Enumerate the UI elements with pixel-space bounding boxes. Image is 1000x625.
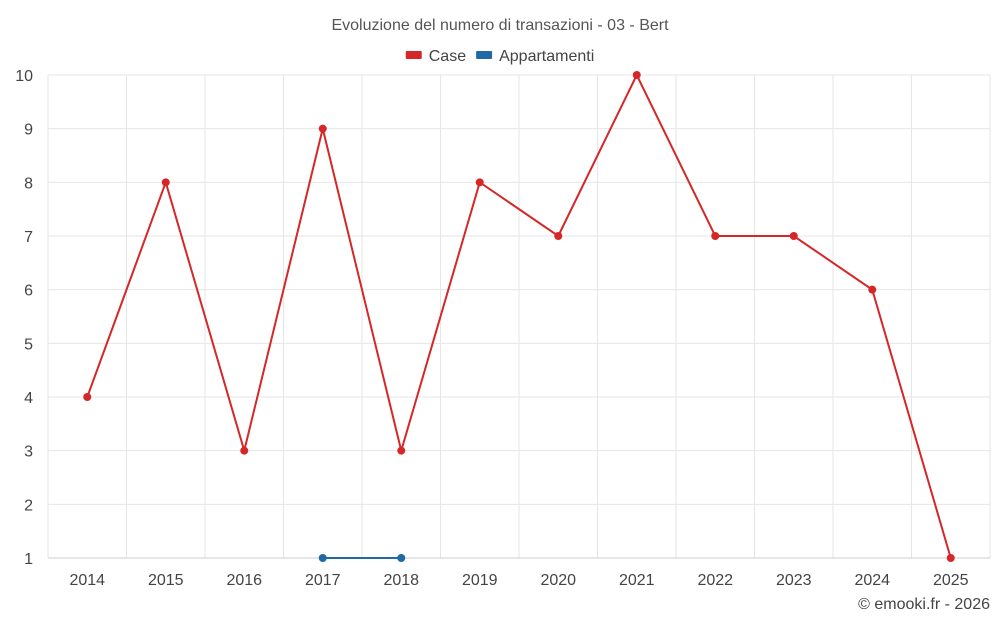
legend-label: Appartamenti	[499, 48, 594, 65]
data-point-appartamenti[interactable]	[397, 554, 406, 562]
grid	[47, 74, 991, 559]
y-tick-label: 7	[24, 229, 33, 246]
x-tick-label: 2016	[226, 572, 262, 589]
x-tick-label: 2014	[69, 572, 105, 589]
data-point-case[interactable]	[711, 232, 720, 240]
data-point-case[interactable]	[554, 232, 563, 240]
x-tick-label: 2025	[933, 572, 969, 589]
y-tick-label: 5	[24, 336, 33, 353]
y-tick-label: 8	[24, 175, 33, 192]
legend-swatch	[476, 51, 493, 59]
chart-title: Evoluzione del numero di transazioni - 0…	[331, 17, 669, 34]
data-point-case[interactable]	[946, 554, 955, 562]
y-tick-label: 10	[15, 68, 33, 85]
series-layer	[83, 71, 955, 562]
data-point-case[interactable]	[318, 124, 327, 133]
data-point-case[interactable]	[397, 446, 406, 455]
legend-item-appartamenti[interactable]: Appartamenti	[476, 48, 594, 65]
series-case	[83, 71, 955, 562]
legend-item-case[interactable]: Case	[405, 48, 466, 65]
series-line-case	[86, 72, 952, 559]
legend: Case Appartamenti	[405, 48, 594, 65]
y-tick-label: 6	[24, 283, 33, 300]
x-tick-label: 2024	[854, 572, 890, 589]
y-tick-label: 1	[24, 551, 33, 568]
data-point-case[interactable]	[475, 178, 484, 187]
x-tick-label: 2021	[619, 572, 655, 589]
credit-text: © emooki.fr - 2026	[858, 596, 990, 613]
legend-label: Case	[429, 48, 466, 65]
x-tick-label: 2015	[148, 572, 184, 589]
data-point-case[interactable]	[868, 285, 877, 294]
y-tick-label: 2	[24, 497, 33, 514]
data-point-case[interactable]	[161, 178, 170, 187]
legend-swatch	[405, 51, 422, 59]
data-point-appartamenti[interactable]	[318, 554, 327, 562]
data-point-case[interactable]	[240, 446, 249, 455]
x-axis: 2014 2015 2016 2017 2018 2019 2020 2021 2022 2023…	[48, 557, 990, 589]
data-point-case[interactable]	[83, 393, 92, 401]
x-tick-label: 2022	[697, 572, 733, 589]
data-point-case[interactable]	[632, 71, 641, 79]
x-tick-label: 2020	[540, 572, 576, 589]
data-point-case[interactable]	[789, 232, 798, 240]
x-tick-label: 2017	[305, 572, 341, 589]
y-tick-label: 3	[24, 444, 33, 461]
y-tick-label: 4	[24, 390, 33, 407]
series-appartamenti	[318, 554, 406, 562]
x-tick-label: 2023	[776, 572, 812, 589]
x-tick-label: 2018	[383, 572, 419, 589]
y-tick-label: 9	[24, 122, 33, 139]
x-tick-label: 2019	[462, 572, 498, 589]
y-axis: 1 2 3 4 5 6 7 8 9 10	[15, 68, 33, 568]
